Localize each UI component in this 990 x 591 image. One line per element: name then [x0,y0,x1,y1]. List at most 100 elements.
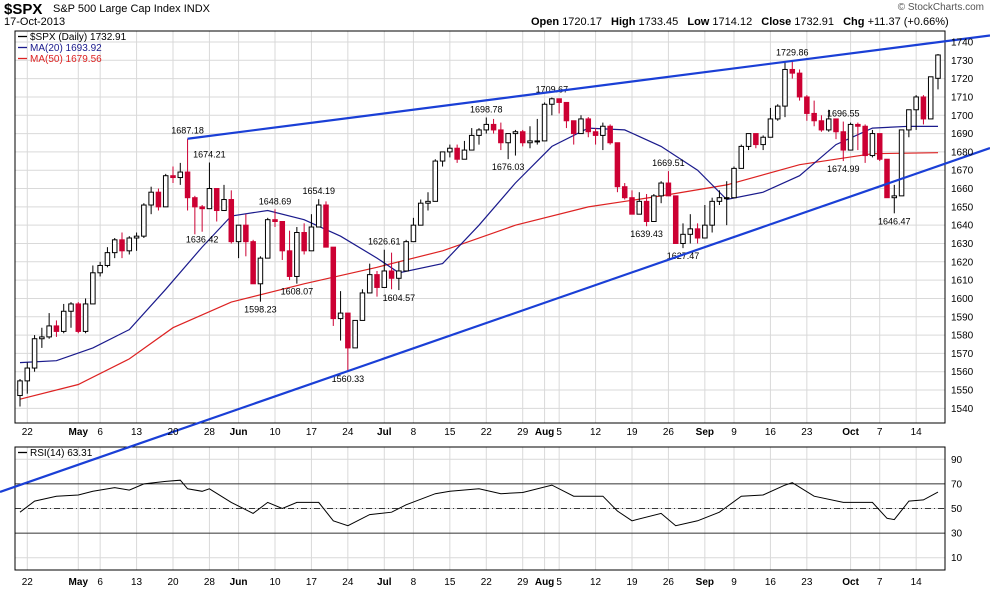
price-x-tick-label: 26 [663,427,675,438]
rsi-x-tick-label: 14 [911,577,923,588]
price-tick-label: 1670 [951,166,974,177]
price-x-tick-label: 15 [444,427,456,438]
candle-body [519,131,526,144]
price-tick-label: 1660 [951,184,974,195]
candle-body [396,270,402,279]
candle-body [490,123,497,131]
price-x-tick-label: 24 [342,427,354,438]
rsi-x-tick-label: 22 [481,577,493,588]
candle-body [541,103,548,142]
candle-body [920,96,927,120]
candle [490,118,497,134]
candle-body [578,118,584,135]
candle [177,162,184,185]
rsi-line [19,479,939,527]
candle [403,239,409,272]
ma50-line [19,152,939,400]
legend-entry: MA(20) 1693.92 [30,43,102,54]
candle-body [825,118,832,131]
price-annotation: 1729.86 [776,48,809,58]
candle [651,194,657,223]
candle-body [119,239,125,252]
candle [672,195,679,244]
candle-body [891,195,898,199]
candle [847,122,854,151]
candle [927,76,934,120]
price-annotation: 1639.43 [630,229,663,239]
change-label: Chg [843,16,865,28]
candle-body [461,149,468,160]
candle [541,102,548,142]
candle [170,166,176,184]
price-annotation: 1560.33 [332,374,365,384]
open-value: 1720.17 [562,16,602,28]
candle [731,166,737,199]
price-x-tick-label: Jun [230,427,248,438]
candle-body [621,186,628,199]
candle [745,133,752,151]
price-annotation: 1674.21 [193,150,226,160]
trendline-lower [0,147,990,493]
candle-body [90,272,96,305]
candle [621,183,628,200]
candle-body [927,76,934,120]
candle-body [286,250,293,277]
candle-body [279,221,286,252]
candle-body [97,264,103,274]
ma20-line [19,125,939,364]
candle [680,223,686,249]
candle [250,239,256,285]
rsi-x-tick-label: 8 [411,577,417,588]
price-x-tick-label: 22 [22,427,34,438]
candle-body [403,241,409,272]
candle-body [716,197,723,202]
candle [760,135,766,151]
candle-body [60,310,67,332]
rsi-x-tick-label: 9 [731,577,737,588]
candle-body [840,131,847,151]
rsi-x-tick-label: Oct [842,577,859,588]
candle [563,101,570,129]
rsi-tick-label: 70 [951,479,963,490]
price-annotation: 1654.19 [302,186,335,196]
candle [126,236,133,255]
candle-body [760,136,766,146]
candle [366,263,373,294]
price-x-tick-label: 16 [765,427,777,438]
price-annotation: 1669.51 [652,158,685,168]
legend-entry: $SPX (Daily) 1732.91 [30,32,127,43]
price-x-tick-label: 22 [481,427,493,438]
candle [658,181,664,204]
candle [221,184,227,212]
price-x-tick-label: 17 [306,427,318,438]
rsi-x-tick-label: 13 [131,577,143,588]
candle-body [643,200,650,223]
candle [461,140,468,160]
candle-body [745,133,752,147]
high-label: High [611,16,636,28]
candle [468,128,475,151]
candle [388,252,395,290]
candle [855,122,861,151]
price-x-tick-label: 13 [131,427,143,438]
candle-body [359,292,366,321]
candle [345,312,351,372]
candle [257,256,264,302]
candle [869,129,876,158]
candle-body [607,125,613,144]
price-tick-label: 1540 [951,404,974,415]
candle-body [906,109,912,131]
candlestick-series [17,53,941,407]
candle [884,158,890,199]
candle [206,162,213,210]
trendlines [0,34,990,493]
candle-body [818,120,825,131]
price-annotation: 1598.23 [244,305,277,315]
candle [519,129,526,147]
candle-body [410,224,417,243]
candle-body [483,123,490,131]
candle-body [563,101,570,122]
open-label: Open [531,16,560,28]
candle [133,232,140,251]
candle-body [454,147,460,160]
